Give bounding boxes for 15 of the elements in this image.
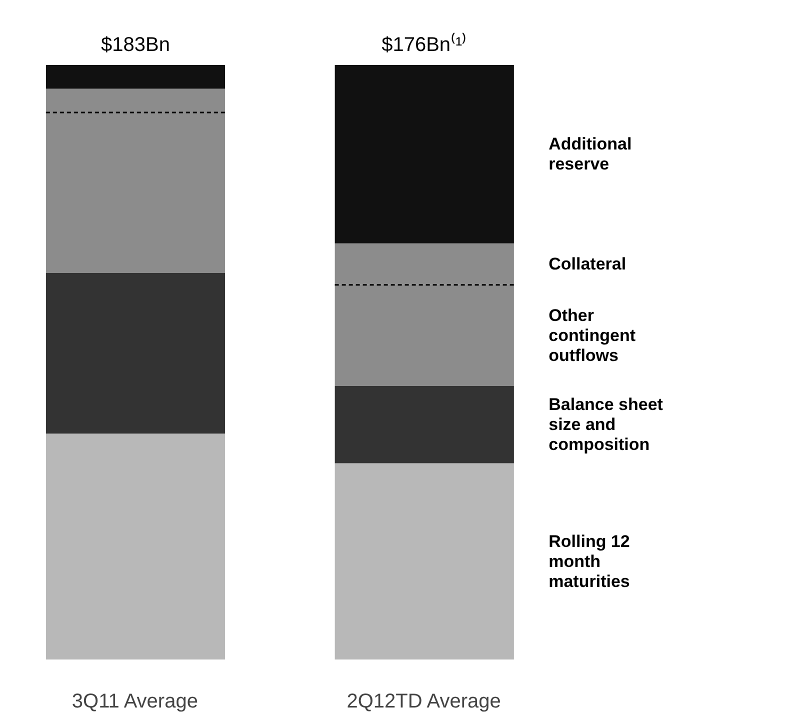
text: $176Bn⁽¹⁾ xyxy=(382,32,468,56)
text: Balance sheet size and composition xyxy=(548,395,664,454)
x-tick-label: 2Q12TD Average xyxy=(346,690,501,712)
bar xyxy=(46,273,226,434)
bar xyxy=(46,64,226,89)
text: Additional reserve xyxy=(548,134,632,174)
bar xyxy=(334,463,514,660)
bar xyxy=(334,64,514,244)
x-tick-label: 3Q11 Average xyxy=(72,690,198,712)
text: $183Bn xyxy=(101,34,170,56)
text: Collateral xyxy=(548,254,626,274)
text: Other contingent outflows xyxy=(548,306,636,365)
text: Rolling 12 month maturities xyxy=(548,532,630,591)
bar xyxy=(46,434,226,660)
bar xyxy=(334,386,514,464)
